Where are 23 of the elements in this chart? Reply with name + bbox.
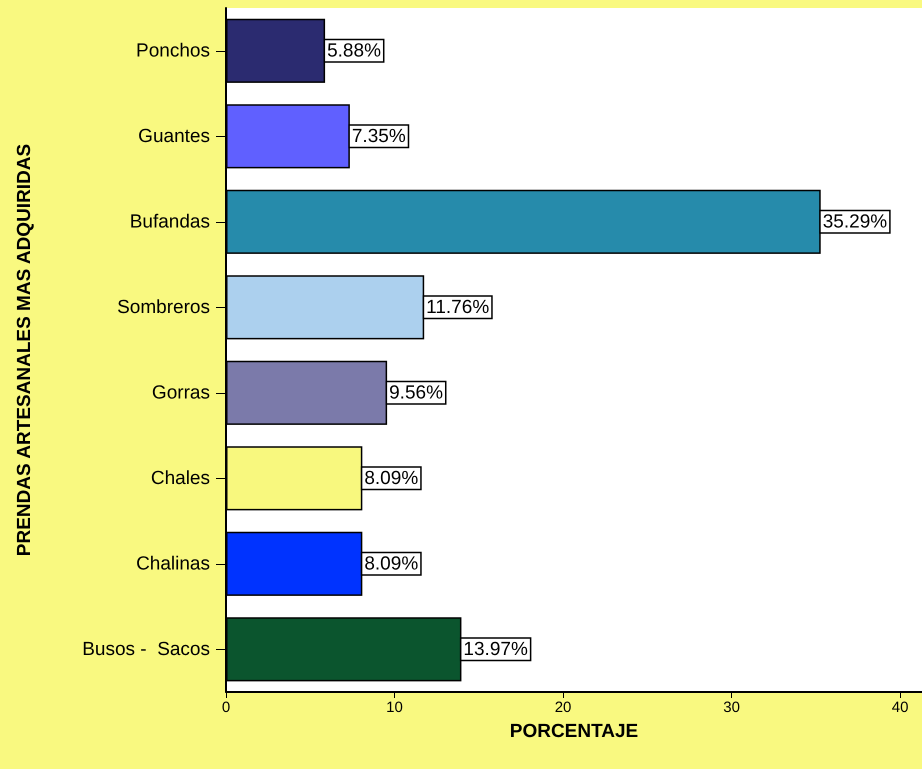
x-tick-label: 30 bbox=[723, 699, 740, 716]
x-tick-label: 10 bbox=[386, 699, 403, 716]
x-tick-label: 40 bbox=[892, 699, 908, 716]
y-tick-label: Busos - Sacos bbox=[82, 638, 210, 660]
y-axis-title: PRENDAS ARTESANALES MAS ADQUIRIDAS bbox=[14, 144, 35, 556]
x-tick-label: 0 bbox=[222, 699, 230, 716]
data-label: 5.88% bbox=[327, 40, 382, 62]
y-tick-label: Chales bbox=[150, 468, 210, 489]
y-tick-label: Sombreros bbox=[117, 296, 210, 318]
data-label: 13.97% bbox=[463, 638, 528, 660]
data-label: 7.35% bbox=[352, 126, 406, 147]
x-tick-label: 20 bbox=[554, 699, 572, 716]
data-label: 9.56% bbox=[389, 382, 444, 404]
y-tick-label: Chalinas bbox=[136, 553, 210, 574]
y-tick-label: Gorras bbox=[152, 382, 210, 404]
y-tick-label: Guantes bbox=[138, 126, 210, 147]
data-label: 11.76% bbox=[426, 296, 490, 318]
data-label: 8.09% bbox=[364, 468, 418, 489]
y-tick-label: Bufandas bbox=[130, 211, 210, 232]
data-label: 35.29% bbox=[822, 211, 888, 232]
data-label: 8.09% bbox=[364, 553, 418, 574]
y-tick-label: Ponchos bbox=[136, 40, 210, 62]
x-axis-title: PORCENTAJE bbox=[510, 721, 638, 742]
